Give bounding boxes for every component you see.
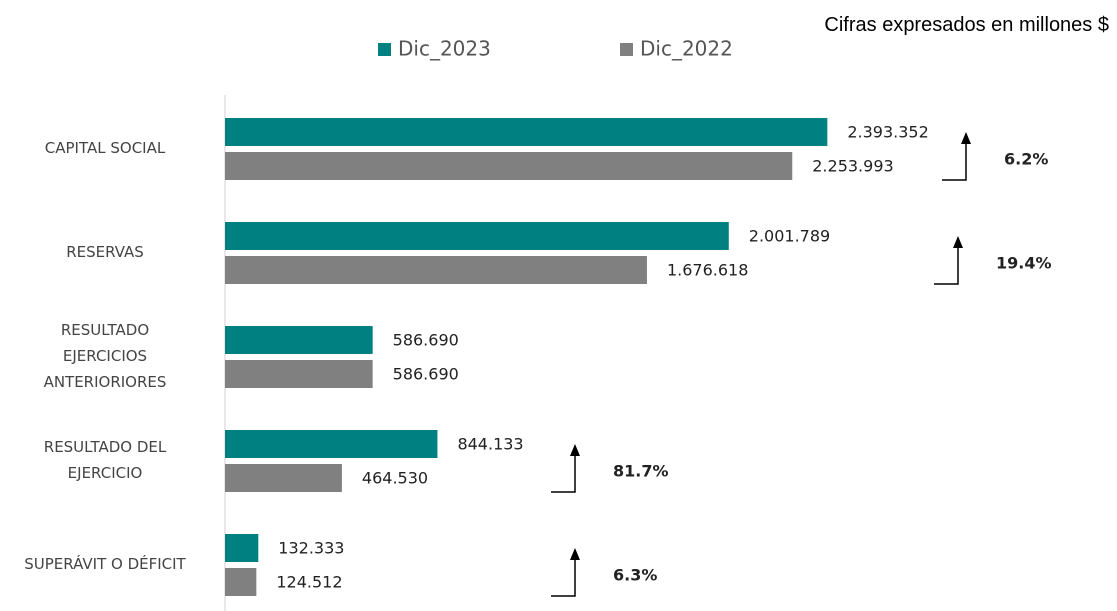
bar: [225, 326, 373, 354]
bar: [225, 152, 793, 180]
value-label: 1.676.618: [667, 261, 748, 280]
change-label: 19.4%: [996, 254, 1052, 273]
value-label: 2.253.993: [812, 157, 893, 176]
bar: [225, 568, 257, 596]
change-arrow: [551, 558, 576, 597]
category-label: SUPERÁVIT O DÉFICIT: [24, 555, 186, 573]
arrow-head: [961, 132, 971, 144]
value-label: 2.001.789: [749, 227, 830, 246]
change-label: 81.7%: [613, 462, 669, 481]
change-label: 6.3%: [613, 566, 657, 585]
value-label: 2.393.352: [847, 123, 928, 142]
category-label: RESULTADO DEL EJERCICIO: [43, 438, 167, 482]
bar: [225, 464, 342, 492]
legend-swatch: [620, 43, 633, 56]
value-label: 586.690: [393, 365, 459, 384]
change-arrow: [934, 246, 959, 285]
legend-label: Dic_2022: [640, 37, 733, 61]
subtitle: Cifras expresados en millones $: [824, 14, 1109, 36]
value-label: 844.133: [457, 435, 523, 454]
bar: [225, 430, 438, 458]
bar: [225, 118, 828, 146]
value-label: 586.690: [393, 331, 459, 350]
value-label: 464.530: [362, 469, 428, 488]
arrow-head: [953, 236, 963, 248]
value-label: 132.333: [278, 539, 344, 558]
category-label: RESERVAS: [66, 243, 144, 261]
legend-label: Dic_2023: [398, 37, 491, 61]
value-label: 124.512: [276, 573, 342, 592]
category-label: RESULTADO EJERCICIOS ANTERIORIORES: [43, 321, 167, 391]
bar: [225, 360, 373, 388]
arrow-head: [570, 444, 580, 456]
change-arrow: [942, 142, 967, 181]
bar: [225, 256, 647, 284]
category-label: CAPITAL SOCIAL: [44, 139, 166, 157]
change-label: 6.2%: [1004, 150, 1048, 169]
arrow-head: [570, 548, 580, 560]
legend-swatch: [378, 43, 391, 56]
change-arrow: [551, 454, 576, 493]
bar: [225, 534, 259, 562]
bar: [225, 222, 729, 250]
